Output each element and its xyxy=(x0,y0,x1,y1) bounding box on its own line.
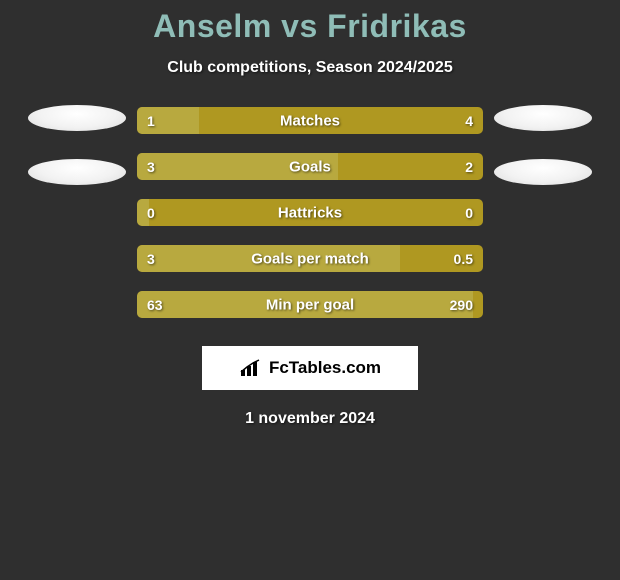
bar-chart-icon xyxy=(239,358,265,378)
stat-label: Goals per match xyxy=(251,250,369,267)
stat-left-value: 3 xyxy=(147,251,155,267)
stat-label: Goals xyxy=(289,158,331,175)
comparison-widget: Anselm vs Fridrikas Club competitions, S… xyxy=(0,0,620,428)
stat-label: Matches xyxy=(280,112,340,129)
team-oval-left xyxy=(28,159,126,185)
stat-bar: 63 290 Min per goal xyxy=(137,291,483,318)
branding-box: FcTables.com xyxy=(202,346,418,390)
stat-bar: 3 2 Goals xyxy=(137,153,483,180)
stat-right-value: 0 xyxy=(465,205,473,221)
stat-right-value: 290 xyxy=(450,297,473,313)
chart-area: 1 4 Matches 3 2 Goals 0 0 Hattricks 3 0.5 Goals per… xyxy=(0,107,620,318)
stat-bar: 3 0.5 Goals per match xyxy=(137,245,483,272)
footer-date: 1 november 2024 xyxy=(245,410,375,428)
bars-col: 1 4 Matches 3 2 Goals 0 0 Hattricks 3 0.5 Goals per… xyxy=(137,107,483,318)
stat-left-value: 0 xyxy=(147,205,155,221)
stat-bar: 1 4 Matches xyxy=(137,107,483,134)
stat-left-value: 3 xyxy=(147,159,155,175)
team-oval-right xyxy=(494,159,592,185)
subtitle: Club competitions, Season 2024/2025 xyxy=(167,59,452,77)
stat-right-value: 2 xyxy=(465,159,473,175)
stat-label: Hattricks xyxy=(278,204,342,221)
stat-label: Min per goal xyxy=(266,296,354,313)
page-title: Anselm vs Fridrikas xyxy=(153,8,467,45)
stat-right-value: 0.5 xyxy=(454,251,473,267)
left-ovals-col xyxy=(17,107,137,213)
right-ovals-col xyxy=(483,107,603,213)
branding-text: FcTables.com xyxy=(269,358,381,378)
team-oval-left xyxy=(28,105,126,131)
stat-right-value: 4 xyxy=(465,113,473,129)
stat-left-value: 63 xyxy=(147,297,163,313)
team-oval-right xyxy=(494,105,592,131)
stat-bar: 0 0 Hattricks xyxy=(137,199,483,226)
stat-left-value: 1 xyxy=(147,113,155,129)
